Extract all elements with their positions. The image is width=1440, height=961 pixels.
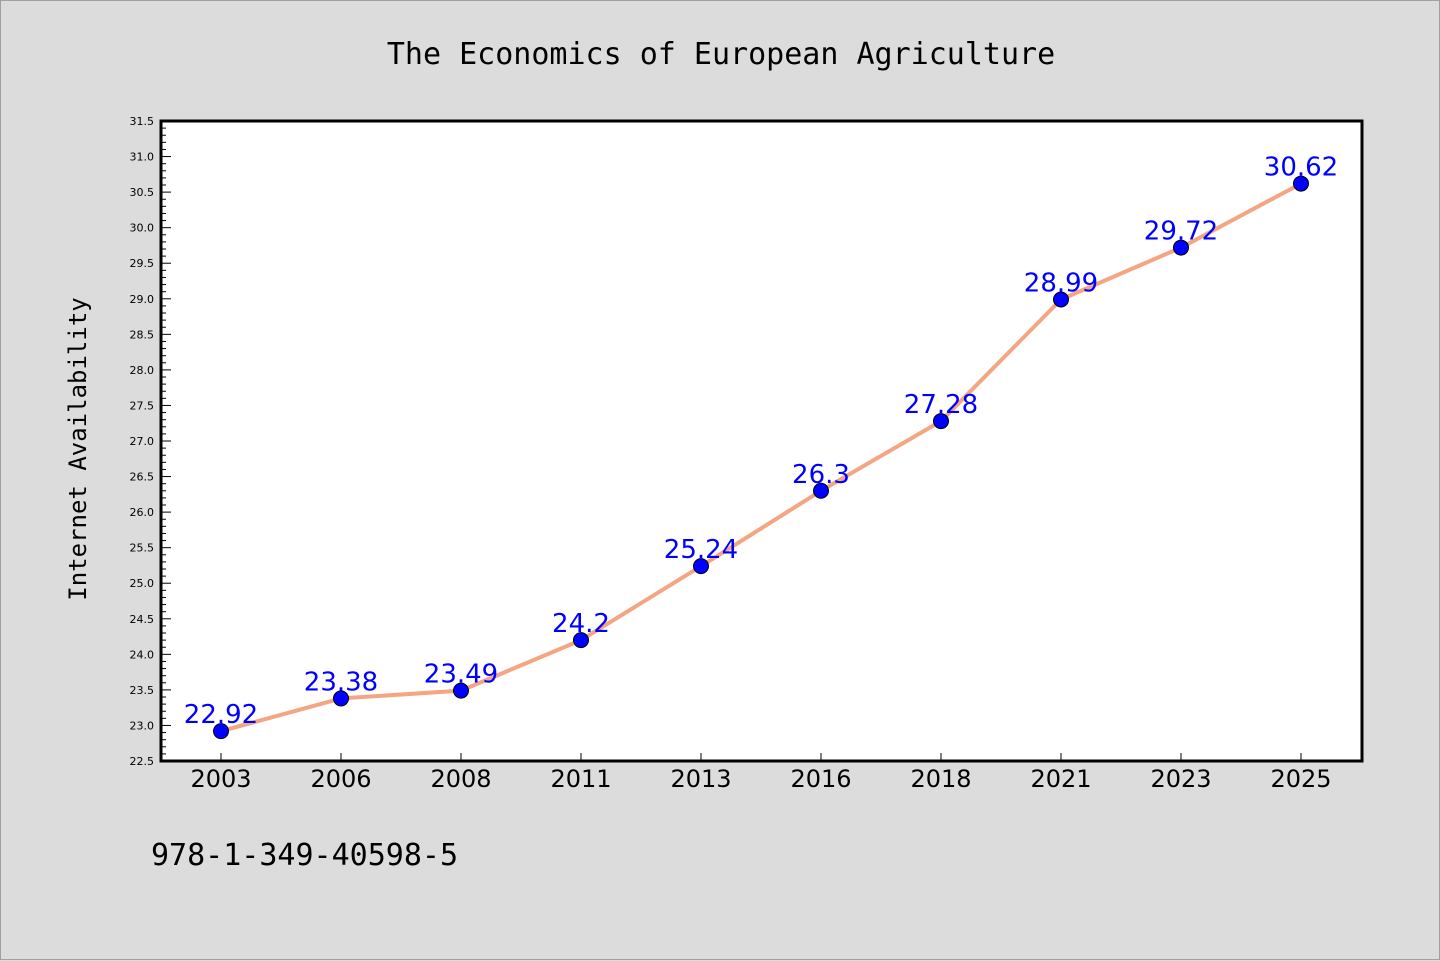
series-layer: 22.92 23.38 23.49 24.2 25.24 26.3 27.28 28.99 29… bbox=[184, 153, 1338, 740]
data-point bbox=[1173, 239, 1189, 256]
data-label: 25.24 bbox=[664, 535, 738, 565]
y-tick-label: 23.0 bbox=[130, 719, 155, 732]
data-label: 23.49 bbox=[424, 660, 498, 690]
y-tick-label: 31.0 bbox=[130, 151, 155, 164]
data-label: 29.72 bbox=[1144, 217, 1218, 247]
isbn-text: 978-1-349-40598-5 bbox=[151, 838, 458, 873]
y-tick-label: 27.5 bbox=[130, 399, 155, 412]
y-tick-label: 30.0 bbox=[130, 222, 155, 235]
data-point bbox=[573, 632, 589, 649]
y-tick-label: 27.0 bbox=[130, 435, 155, 448]
x-tick-label: 2016 bbox=[790, 765, 851, 793]
x-tick-label: 2023 bbox=[1150, 765, 1211, 793]
x-tick-label: 2025 bbox=[1270, 765, 1331, 793]
y-tick-label: 30.5 bbox=[130, 186, 155, 199]
y-tick-label: 29.5 bbox=[130, 257, 155, 270]
x-tick-label: 2018 bbox=[910, 765, 971, 793]
x-tick-label: 2013 bbox=[670, 765, 731, 793]
data-label: 27.28 bbox=[904, 390, 978, 420]
x-tick-label: 2006 bbox=[310, 765, 371, 793]
data-point bbox=[453, 682, 469, 699]
y-tick-label: 31.5 bbox=[130, 115, 155, 128]
x-axis: 2003 2006 2008 2011 2013 2016 2018 2021 2023 2025 bbox=[190, 753, 1332, 793]
data-point bbox=[213, 723, 229, 740]
y-tick-label: 23.5 bbox=[130, 684, 155, 697]
series-line bbox=[219, 181, 1303, 734]
y-tick-label: 24.5 bbox=[130, 613, 155, 626]
data-label: 23.38 bbox=[304, 667, 378, 697]
y-tick-label: 28.0 bbox=[130, 364, 155, 377]
y-tick-label: 24.0 bbox=[130, 648, 155, 661]
x-tick-label: 2003 bbox=[190, 765, 251, 793]
y-tick-label: 26.0 bbox=[130, 506, 155, 519]
y-tick-label: 25.5 bbox=[130, 542, 155, 555]
data-point bbox=[693, 558, 709, 575]
y-tick-label: 29.0 bbox=[130, 293, 155, 306]
x-tick-label: 2021 bbox=[1030, 765, 1091, 793]
data-label: 30.62 bbox=[1264, 153, 1338, 183]
data-label: 26.3 bbox=[792, 460, 850, 490]
y-tick-label: 26.5 bbox=[130, 471, 155, 484]
x-tick-label: 2008 bbox=[430, 765, 491, 793]
data-point bbox=[1293, 175, 1309, 192]
data-label: 28.99 bbox=[1024, 268, 1098, 298]
y-axis-label: Internet Availability bbox=[64, 297, 92, 600]
data-point bbox=[813, 482, 829, 499]
data-label: 24.2 bbox=[552, 609, 610, 639]
y-axis: 22.5 23.0 23.5 24.0 24.5 25.0 25.5 26.0 26.5 27.0… bbox=[130, 115, 171, 768]
data-point bbox=[1053, 291, 1069, 308]
data-point bbox=[333, 690, 349, 707]
data-label: 22.92 bbox=[184, 700, 258, 730]
chart-title: The Economics of European Agriculture bbox=[387, 37, 1055, 72]
plot-area bbox=[159, 119, 1364, 763]
y-tick-label: 28.5 bbox=[130, 328, 155, 341]
data-point bbox=[933, 413, 949, 430]
y-tick-label: 25.0 bbox=[130, 577, 155, 590]
y-tick-label: 22.5 bbox=[130, 755, 155, 768]
x-tick-label: 2011 bbox=[550, 765, 611, 793]
